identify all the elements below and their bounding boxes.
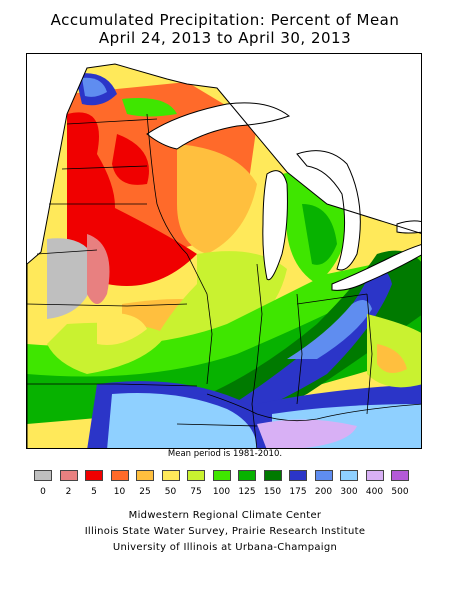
legend-tick-label: 500 xyxy=(391,487,409,497)
credit-line-3: University of Illinois at Urbana-Champai… xyxy=(112,542,338,553)
legend-swatch xyxy=(161,470,180,481)
legend-tick-label: 300 xyxy=(340,487,358,497)
mean-period-note: Mean period is 1981-2010. xyxy=(167,449,283,459)
legend-swatch xyxy=(238,470,256,481)
legend-tick-label: 175 xyxy=(289,487,307,497)
legend-swatch xyxy=(365,470,384,481)
legend-tick-label: 75 xyxy=(190,487,202,497)
legend-swatch xyxy=(289,470,307,481)
credit-line-1: Midwestern Regional Climate Center xyxy=(128,510,322,521)
legend-swatch xyxy=(212,470,231,481)
legend-tick-label: 10 xyxy=(113,487,126,497)
legend-tick-label: 125 xyxy=(238,487,256,497)
legend-tick-label: 50 xyxy=(164,487,177,497)
legend-swatch xyxy=(34,470,52,481)
legend-swatch xyxy=(391,470,409,481)
legend-tick-label: 100 xyxy=(212,487,231,497)
state-boundaries xyxy=(27,113,421,448)
domain-outline xyxy=(27,63,421,448)
legend-swatch xyxy=(340,470,358,481)
legend-swatch xyxy=(136,470,154,481)
legend-swatch xyxy=(110,470,129,481)
legend-tick-label: 25 xyxy=(139,487,151,497)
legend-tick-label: 200 xyxy=(314,487,333,497)
legend-tick-label: 400 xyxy=(365,487,384,497)
great-lakes xyxy=(146,102,421,291)
date-range-title: April 24, 2013 to April 30, 2013 xyxy=(98,29,352,47)
legend-swatch xyxy=(263,470,282,481)
legend-tick-label: 5 xyxy=(91,487,97,497)
legend-swatch xyxy=(314,470,333,481)
legend-swatch xyxy=(187,470,205,481)
legend-tick-label: 2 xyxy=(65,487,72,497)
precipitation-map xyxy=(26,53,422,449)
legend-tick-label: 150 xyxy=(263,487,282,497)
legend-tick-label: 0 xyxy=(40,487,46,497)
map-canvas xyxy=(27,63,421,448)
map-title: Accumulated Precipitation: Percent of Me… xyxy=(50,11,400,29)
legend-swatch xyxy=(85,470,103,481)
credit-line-2: Illinois State Water Survey, Prairie Res… xyxy=(84,526,366,537)
legend-swatch xyxy=(59,470,78,481)
